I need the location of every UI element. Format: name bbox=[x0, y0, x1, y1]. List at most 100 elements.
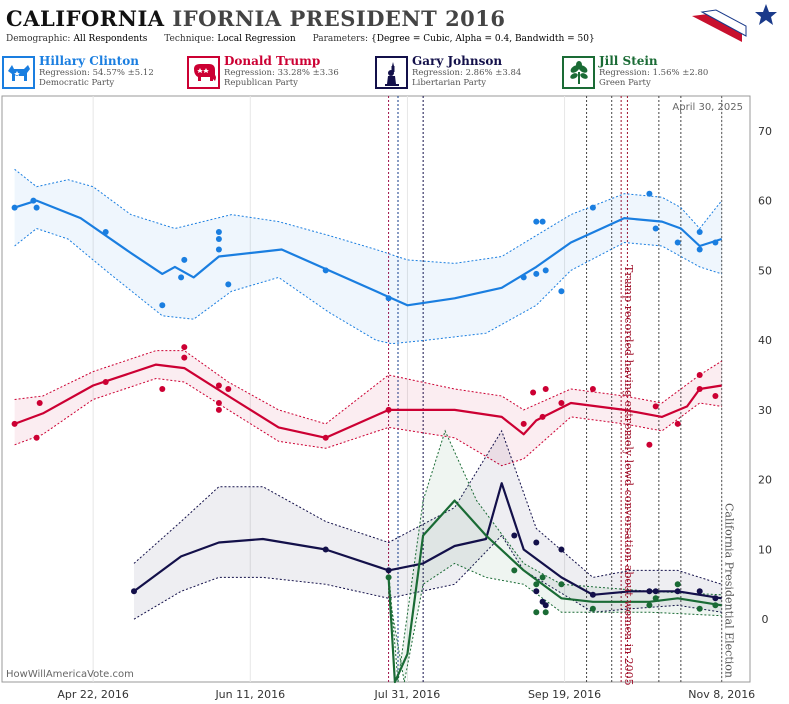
regression-lines bbox=[14, 199, 723, 684]
poll-point bbox=[696, 588, 703, 595]
poll-point bbox=[385, 574, 392, 581]
poll-point bbox=[159, 386, 166, 392]
legend-regression: Regression: 1.56% ±2.80 bbox=[599, 68, 709, 78]
poll-point bbox=[558, 400, 565, 406]
confidence-bands bbox=[14, 168, 723, 683]
technique-label: Technique: bbox=[164, 34, 215, 44]
upper-bound-line bbox=[388, 429, 722, 683]
legend-name: Hillary Clinton bbox=[39, 54, 139, 68]
poll-point bbox=[589, 605, 596, 612]
poll-point bbox=[542, 602, 549, 609]
legend-item-stein: Jill Stein Regression: 1.56% ±2.80 Green… bbox=[560, 54, 745, 94]
poll-point bbox=[589, 386, 596, 392]
poll-point bbox=[533, 218, 540, 225]
y-tick-label: 30 bbox=[758, 404, 772, 417]
poll-points bbox=[11, 190, 719, 616]
poll-point bbox=[322, 546, 329, 553]
legend-item-clinton: Hillary Clinton Regression: 54.57% ±5.12… bbox=[0, 54, 182, 94]
donkey-icon bbox=[2, 56, 35, 89]
title-part-2: IFORNIA PRESIDENT 2016 bbox=[172, 6, 506, 31]
poll-point bbox=[215, 382, 222, 389]
parameters-line: Demographic: All Respondents Technique: Lo… bbox=[6, 34, 609, 44]
poll-point bbox=[131, 588, 137, 595]
poll-point bbox=[539, 413, 546, 420]
poll-point bbox=[674, 588, 681, 595]
poll-point bbox=[539, 574, 546, 581]
legend-party: Republican Party bbox=[224, 78, 298, 88]
poll-point bbox=[696, 246, 703, 253]
poll-point bbox=[712, 602, 719, 609]
poll-point bbox=[225, 281, 232, 288]
event-lines bbox=[388, 96, 723, 682]
y-tick-label: 10 bbox=[758, 543, 772, 556]
site-credit: HowWillAmericaVote.com bbox=[6, 669, 134, 680]
poll-point bbox=[322, 267, 329, 274]
poll-point bbox=[33, 434, 40, 441]
y-tick-label: 20 bbox=[758, 474, 772, 487]
poll-point bbox=[589, 591, 596, 598]
lower-bound-line bbox=[14, 377, 722, 467]
confidence-band bbox=[388, 430, 722, 682]
poll-point bbox=[533, 588, 540, 595]
poll-point bbox=[178, 274, 185, 281]
confidence-band bbox=[14, 350, 722, 466]
poll-point bbox=[11, 420, 18, 427]
poll-point bbox=[385, 567, 392, 574]
poll-point bbox=[385, 295, 392, 302]
demographic-value: All Respondents bbox=[73, 34, 148, 44]
y-tick-label: 40 bbox=[758, 334, 772, 347]
annotations: Trump recorded having extremely lewd con… bbox=[622, 265, 736, 686]
poll-point bbox=[102, 229, 109, 235]
y-tick-label: 50 bbox=[758, 264, 772, 277]
legend-name: Jill Stein bbox=[599, 54, 658, 68]
poll-point bbox=[558, 546, 565, 553]
legend-party: Green Party bbox=[599, 78, 651, 88]
poll-point bbox=[181, 354, 188, 361]
legend-name: Donald Trump bbox=[224, 54, 321, 68]
poll-point bbox=[511, 567, 518, 574]
poll-point bbox=[30, 197, 37, 204]
axis-labels: 0 10 20 30 40 50 60 70 Apr 22, 2016 Jun 11, 2016 J… bbox=[57, 125, 772, 701]
poll-point bbox=[589, 204, 596, 211]
poll-point bbox=[33, 204, 40, 211]
poll-point bbox=[646, 190, 653, 197]
legend-regression: Regression: 2.86% ±3.84 bbox=[412, 68, 522, 78]
legend-item-trump: Donald Trump Regression: 33.28% ±3.36 Re… bbox=[185, 54, 370, 94]
poll-point bbox=[322, 434, 329, 441]
poll-point bbox=[542, 386, 549, 392]
poll-point bbox=[539, 218, 546, 225]
poll-point bbox=[385, 406, 392, 413]
poll-point bbox=[533, 539, 540, 546]
poll-point bbox=[646, 441, 653, 448]
legend-name: Gary Johnson bbox=[412, 54, 503, 68]
poll-point bbox=[181, 344, 188, 351]
annotation-election: California Presidential Election bbox=[723, 503, 736, 678]
poll-point bbox=[646, 602, 653, 609]
parameters-label: Parameters: bbox=[312, 34, 369, 44]
lower-bound-line bbox=[133, 534, 722, 620]
poll-point bbox=[542, 267, 549, 274]
legend-item-johnson: Gary Johnson Regression: 2.86% ±3.84 Lib… bbox=[373, 54, 558, 94]
poll-point bbox=[102, 379, 109, 385]
poll-point bbox=[696, 386, 703, 392]
legend-regression: Regression: 54.57% ±5.12 bbox=[39, 68, 154, 78]
poll-point bbox=[520, 420, 527, 427]
poll-point bbox=[225, 386, 232, 392]
regression-line bbox=[133, 482, 722, 600]
x-tick-label: Jul 31, 2016 bbox=[374, 688, 441, 701]
poll-point bbox=[542, 609, 549, 616]
poll-point bbox=[712, 393, 719, 399]
lower-bound-line bbox=[388, 562, 722, 683]
poll-point bbox=[558, 288, 565, 295]
site-logo-icon bbox=[692, 4, 777, 42]
poll-point bbox=[533, 581, 540, 588]
title-part-1: CALIFORNIA bbox=[6, 6, 165, 31]
poll-point bbox=[646, 588, 653, 595]
poll-point bbox=[181, 256, 188, 263]
poll-point bbox=[215, 229, 222, 235]
poll-point bbox=[533, 609, 540, 616]
poll-point bbox=[533, 270, 540, 277]
parameters-value: {Degree = Cubic, Alpha = 0.4, Bandwidth … bbox=[371, 34, 595, 44]
x-tick-label: Jun 11, 2016 bbox=[214, 688, 285, 701]
poll-point bbox=[696, 372, 703, 378]
